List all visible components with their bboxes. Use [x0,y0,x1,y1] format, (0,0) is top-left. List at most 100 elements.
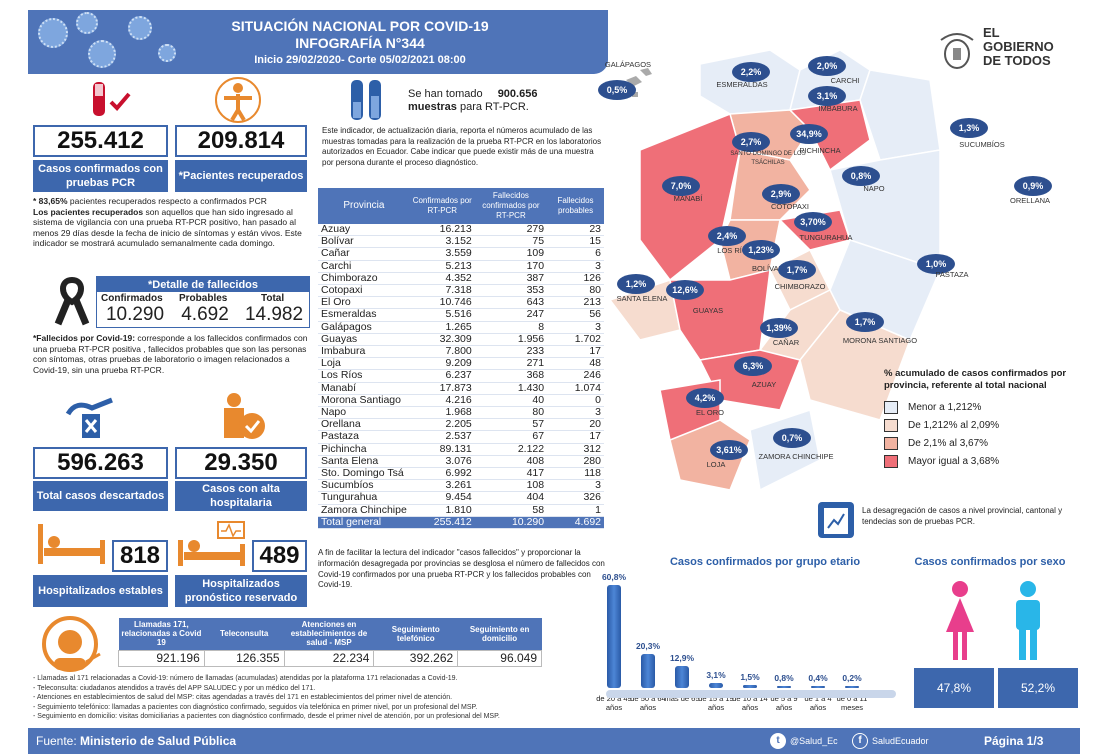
coat-of-arms-icon [940,33,974,69]
confirmed-count: 6.992 [409,467,475,481]
twitter-icon[interactable]: t [770,733,786,749]
female-icon [946,581,974,660]
confirmed-cases-label: Casos confirmados con pruebas PCR [33,160,168,192]
discharged-label: Casos con alta hospitalaria [175,481,307,511]
deaths-probable-count: 3 [547,479,604,493]
province-pct-badge: 1,0% [917,254,955,274]
province-row: Morona Santiago 4.216 40 0 [318,394,604,408]
legend-label: Menor a 1,212% [908,401,982,413]
province-pct-badge: 1,2% [617,274,655,294]
total-row: Total general 255.412 10.290 4.692 [318,516,604,530]
province-pct-badge: 3,70% [794,212,832,232]
confirmed-count: 3.559 [409,247,475,261]
footer-source: Fuente: Ministerio de Salud Pública [36,734,236,748]
deaths-probable-count: 280 [547,455,604,469]
province-pct-badge: 3,1% [808,86,846,106]
province-row: Los Ríos 6.237 368 246 [318,369,604,383]
province-pct-badge: 0,8% [842,166,880,186]
province-map-label: CARCHI [830,76,860,85]
recovered-label: *Pacientes recuperados [175,160,307,192]
age-bar [811,686,825,688]
samples-value: 900.656 [497,88,538,100]
province-name: Loja [318,357,410,371]
col-provincia: Provincia [318,188,410,224]
age-bar-value: 3,1% [706,669,726,680]
province-name: Los Ríos [318,369,410,383]
confirmed-count: 1.968 [409,406,475,420]
total-label: Total general [318,516,410,530]
recovered-pct: * 83,65% [33,196,68,206]
cutoff-date: Inicio 29/02/2020- Corte 05/02/2021 08:0… [254,54,466,66]
province-row: Chimborazo 4.352 387 126 [318,272,604,286]
confirmed-count: 3.152 [409,235,475,249]
age-bar-value: 20,3% [635,640,661,651]
calls-value-seguimiento-telefonico: 392.262 [373,649,459,667]
province-map-label: PASTAZA [935,270,969,279]
deaths-probable-count: 6 [547,247,604,261]
deaths-confirmed-count: 40 [474,394,548,408]
legend-item: Mayor igual a 3,68% [884,452,1074,470]
calls-header-seguimiento-telefonico: Seguimiento telefónico [391,624,440,643]
province-map-label: AZUAY [751,380,777,389]
footer-bar: Fuente: Ministerio de Salud Pública t @S… [28,728,1080,754]
deaths-confirmed-count: 404 [474,491,548,505]
deaths-definition: *Fallecidos por Covid-19: corresponde a … [33,333,311,375]
province-row: Santa Elena 3.076 408 280 [318,455,604,469]
discharged-patient-icon [224,393,265,439]
deaths-total-label: Total [261,293,285,304]
deaths-confirmed-count: 109 [474,247,548,261]
province-loja [669,419,751,491]
province-pct-badge: 2,0% [808,56,846,76]
deaths-title: *Detalle de fallecidos [97,277,309,292]
sex-chart-title: Casos confirmados por sexo [914,556,1066,568]
legend-item: De 1,212% al 2,09% [884,416,1074,434]
confirmed-count: 16.213 [409,224,475,237]
deaths-probable-count: 326 [547,491,604,505]
calls-header-atenciones: Atenciones en establecimientos de salud … [290,620,368,648]
deaths-detail-box: *Detalle de fallecidos Confirmados Proba… [96,276,310,328]
icu-bed-icon [178,521,245,566]
deaths-confirmed-count: 1.430 [474,382,548,395]
province-name: Pastaza [318,430,410,444]
province-row: Esmeraldas 5.516 247 56 [318,308,604,322]
province-row: Sto. Domingo Tsá 6.992 417 118 [318,467,604,481]
province-pct-badge: 3,61% [710,440,748,460]
col-fallecidos-probables: Fallecidos probables [547,188,604,224]
age-category-label: mas de 65 [664,694,700,703]
legend-label: De 2,1% al 3,67% [908,437,989,449]
report-chart-icon [818,502,854,538]
male-icon [1016,581,1040,660]
province-row: Tungurahua 9.454 404 326 [318,491,604,505]
province-pct-badge: 6,3% [734,356,772,376]
hospitalized-reserved-value: 489 [252,540,307,572]
age-bar [777,686,791,688]
logo-line-2: GOBIERNO [983,39,1054,54]
province-row: Cañar 3.559 109 6 [318,247,604,261]
deaths-probable-label: Probables [179,293,228,304]
province-name: El Oro [318,296,410,310]
province-table: Provincia Confirmados por RT-PCR Falleci… [318,188,604,530]
deaths-probable-count: 3 [547,406,604,420]
recovered-def-bold: Los pacientes recuperados [33,206,144,217]
province-name: Galápagos [318,321,410,334]
province-pct-badge: 2,2% [732,62,770,82]
deaths-confirmed-count: 247 [474,308,548,322]
deaths-probable-count: 1.074 [547,382,604,395]
twitter-handle[interactable]: @Salud_Ec [790,736,838,746]
calls-value-atenciones: 22.234 [283,649,375,667]
province-map-label: TUNGURAHUA [799,233,853,242]
facebook-icon[interactable]: f [852,733,868,749]
deaths-confirmed-count: 279 [474,224,548,237]
deaths-probable-count: 56 [547,308,604,322]
province-pct-badge: 4,2% [686,388,724,408]
province-map-label: SANTO DOMINGO DE LOS TSÁCHILAS [730,151,806,166]
age-category-label: de 1 a 4 años [804,694,832,712]
province-name: Sucumbíos [318,479,410,493]
recovered-note: * 83,65% pacientes recuperados respecto … [33,196,309,249]
deaths-confirmed-count: 108 [474,479,548,493]
province-pct-badge: 34,9% [790,124,828,144]
province-map-label: PICHINCHA [799,146,841,155]
facebook-handle[interactable]: SaludEcuador [872,736,929,746]
total-value: 4.692 [547,516,604,530]
recovered-def: son aquellos que han sido ingresado al s… [33,206,302,249]
